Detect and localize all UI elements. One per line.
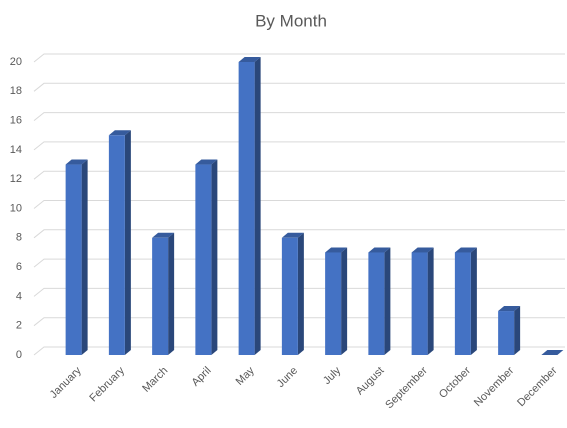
bar-top <box>281 232 304 238</box>
x-tick-label: March <box>140 365 170 395</box>
x-tick-label: January <box>48 364 85 401</box>
bar-side <box>254 57 261 355</box>
grid-line <box>33 317 565 327</box>
bar-side <box>124 130 131 355</box>
bar-top <box>498 306 521 312</box>
bar-side <box>427 247 434 355</box>
y-tick-label: 16 <box>10 115 22 127</box>
y-tick-label: 12 <box>10 173 22 185</box>
bar <box>281 237 298 355</box>
y-tick-label: 6 <box>16 261 22 273</box>
bar <box>411 252 428 355</box>
bar-side <box>81 159 88 355</box>
bar-top <box>411 247 434 253</box>
x-tick-label: December <box>515 364 560 409</box>
bar <box>454 252 471 355</box>
grid-line <box>33 141 565 151</box>
bar-top <box>454 247 477 253</box>
x-tick-label: July <box>321 364 344 387</box>
bar-side <box>514 306 521 355</box>
y-tick-label: 0 <box>16 349 22 361</box>
x-tick-label: April <box>189 365 213 389</box>
bar <box>108 135 125 355</box>
bar <box>238 62 255 355</box>
bar-top <box>325 247 348 253</box>
x-tick-label: August <box>354 365 387 398</box>
bar-top <box>368 247 391 253</box>
x-tick-label: October <box>437 364 473 400</box>
x-tick-label: June <box>275 365 300 390</box>
grid-line <box>33 170 565 180</box>
x-tick-label: November <box>472 364 517 409</box>
y-tick-label: 2 <box>16 320 22 332</box>
grid-line <box>33 287 565 297</box>
grid-line <box>33 112 565 121</box>
grid-line <box>33 53 565 63</box>
grid-line <box>33 200 565 209</box>
grid-line <box>33 82 565 92</box>
grid-line <box>33 229 565 239</box>
x-tick-label: September <box>383 364 430 411</box>
y-tick-label: 20 <box>10 56 22 68</box>
bar-side <box>341 247 348 355</box>
x-tick-label: May <box>234 364 258 388</box>
bar-top <box>152 232 175 238</box>
bar-side <box>211 159 218 355</box>
y-tick-label: 4 <box>16 290 22 302</box>
bar <box>195 164 212 355</box>
x-tick-label: February <box>87 364 127 404</box>
bar-side <box>297 232 304 355</box>
bar-top <box>65 159 88 165</box>
bar <box>325 252 342 355</box>
bar-top <box>238 57 261 62</box>
grid-line <box>33 346 565 356</box>
bar-top <box>195 159 218 165</box>
bar-side <box>384 247 391 355</box>
bar-side <box>168 232 175 355</box>
bar-top <box>108 130 131 136</box>
y-tick-label: 14 <box>10 144 22 156</box>
grid-line <box>33 258 565 268</box>
y-tick-label: 18 <box>10 85 22 97</box>
y-tick-label: 10 <box>10 202 22 214</box>
y-tick-label: 8 <box>16 232 22 244</box>
bar-top <box>541 350 564 355</box>
bar <box>152 237 169 355</box>
bar-side <box>470 247 477 355</box>
bar <box>498 311 515 355</box>
bar <box>65 164 82 355</box>
bar <box>368 252 385 355</box>
chart-title: By Month <box>255 11 327 30</box>
